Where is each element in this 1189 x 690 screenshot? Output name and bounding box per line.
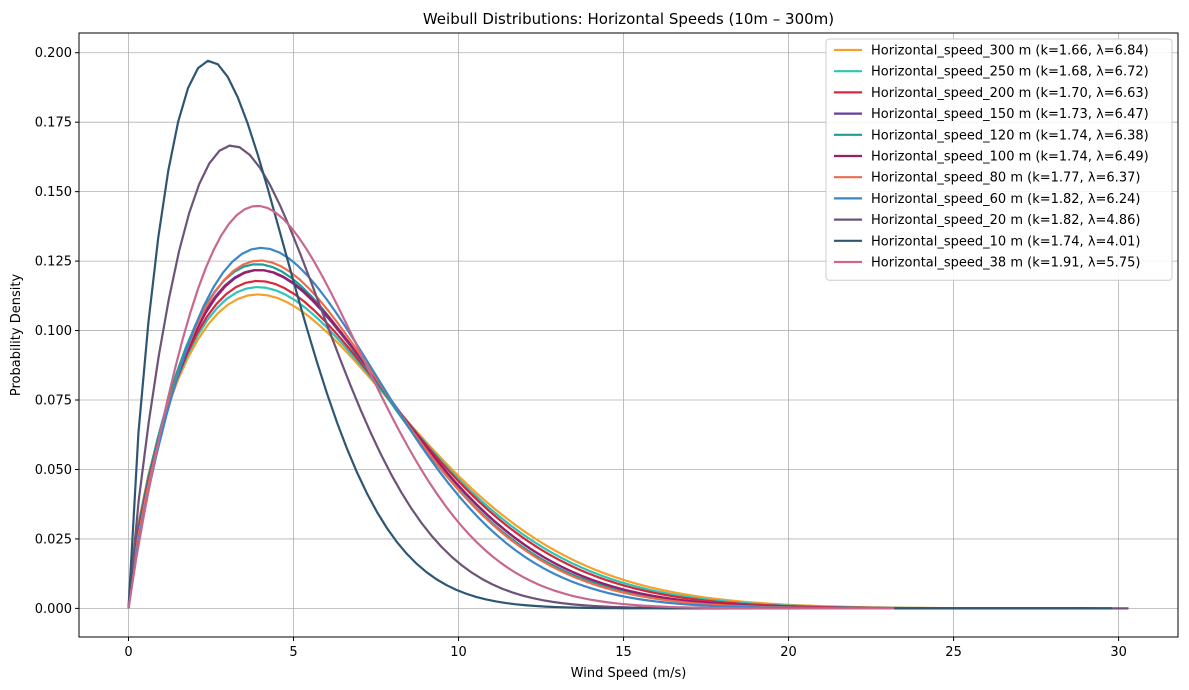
y-tick-label: 0.000	[35, 602, 72, 617]
series-line	[127, 59, 1112, 610]
plot-frame	[78, 32, 1179, 638]
legend-label: Horizontal_speed_250 m (k=1.68, λ=6.72)	[871, 65, 1149, 80]
y-tick-label: 0.175	[35, 116, 72, 131]
legend-label: Horizontal_speed_200 m (k=1.70, λ=6.63)	[871, 86, 1149, 101]
legend-label: Horizontal_speed_100 m (k=1.74, λ=6.49)	[871, 150, 1149, 165]
series-line	[127, 204, 895, 610]
y-tick-label: 0.125	[35, 255, 72, 270]
y-tick-label: 0.025	[35, 532, 72, 547]
legend-label: Horizontal_speed_10 m (k=1.74, λ=4.01)	[871, 234, 1140, 249]
x-tick-label: 30	[1110, 645, 1127, 660]
y-tick-label: 0.075	[35, 394, 72, 409]
legend-label: Horizontal_speed_38 m (k=1.91, λ=5.75)	[871, 256, 1140, 271]
y-tick-label: 0.150	[35, 185, 72, 200]
legend-label: Horizontal_speed_60 m (k=1.82, λ=6.24)	[871, 192, 1140, 207]
y-tick-label: 0.100	[35, 324, 72, 339]
axis-ticks: 0 5 10 15 20 25 30 0.000 0.025 0.050 0.075 0.100 0.1…	[35, 46, 1127, 660]
x-tick-label: 10	[450, 645, 467, 660]
x-axis-label: Wind Speed (m/s)	[571, 666, 687, 681]
y-tick-label: 0.200	[35, 46, 72, 61]
y-tick-label: 0.050	[35, 463, 72, 478]
x-tick-label: 5	[289, 645, 297, 660]
legend-box	[825, 38, 1173, 281]
legend-label: Horizontal_speed_150 m (k=1.73, λ=6.47)	[871, 107, 1149, 122]
y-axis-label: Probability Density	[9, 274, 24, 397]
x-tick-label: 0	[124, 645, 132, 660]
legend-label: Horizontal_speed_120 m (k=1.74, λ=6.38)	[871, 128, 1149, 143]
series-lines	[127, 59, 1129, 610]
legend: Horizontal_speed_300 m (k=1.66, λ=6.84) H…	[825, 38, 1173, 281]
legend-label: Horizontal_speed_20 m (k=1.82, λ=4.86)	[871, 213, 1140, 228]
grid-lines	[79, 33, 1178, 637]
x-tick-label: 20	[780, 645, 797, 660]
chart-title: Weibull Distributions: Horizontal Speeds…	[423, 10, 834, 28]
x-tick-label: 25	[945, 645, 962, 660]
legend-label: Horizontal_speed_300 m (k=1.66, λ=6.84)	[871, 44, 1149, 59]
legend-label: Horizontal_speed_80 m (k=1.77, λ=6.37)	[871, 171, 1140, 186]
x-tick-label: 15	[615, 645, 632, 660]
